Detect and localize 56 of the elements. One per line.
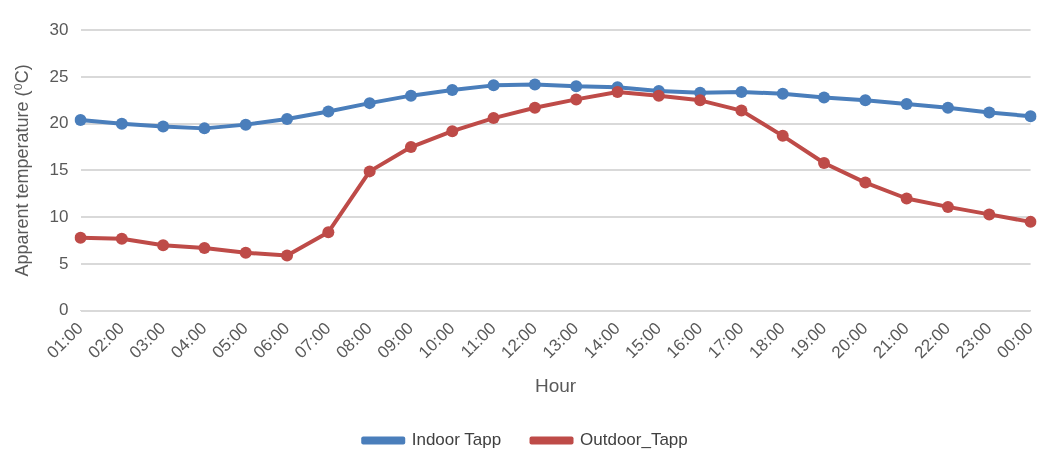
- point: [404, 141, 417, 154]
- point: [74, 113, 87, 126]
- point: [776, 87, 789, 100]
- point: [818, 156, 831, 169]
- point: [487, 112, 500, 125]
- point: [941, 200, 954, 213]
- point: [983, 208, 996, 221]
- point: [1024, 215, 1037, 228]
- point: [115, 117, 128, 130]
- point: [735, 85, 748, 98]
- y-tick-label: 0: [59, 300, 69, 320]
- point: [735, 104, 748, 117]
- point: [157, 120, 170, 133]
- point: [859, 94, 872, 107]
- point: [363, 165, 376, 178]
- y-tick-label: 20: [49, 113, 69, 133]
- point: [570, 93, 583, 106]
- point: [74, 231, 87, 244]
- legend-label: Outdoor_Tapp: [580, 430, 688, 450]
- x-axis-title: Hour: [534, 374, 577, 396]
- y-axis-title: Apparent temperature (⁰C): [11, 64, 32, 277]
- point: [900, 192, 913, 205]
- point: [983, 106, 996, 119]
- point: [198, 122, 211, 135]
- y-tick-label: 5: [59, 253, 69, 273]
- point: [528, 101, 541, 114]
- point: [281, 249, 294, 262]
- point: [611, 85, 624, 98]
- y-tick-label: 10: [49, 206, 69, 226]
- point: [528, 78, 541, 91]
- point: [859, 176, 872, 189]
- point: [322, 226, 335, 239]
- point: [446, 125, 459, 138]
- point: [363, 97, 376, 110]
- point: [281, 113, 294, 126]
- point: [570, 80, 583, 93]
- point: [941, 101, 954, 114]
- point: [487, 79, 500, 92]
- point: [239, 118, 252, 131]
- point: [115, 232, 128, 245]
- point: [446, 84, 459, 97]
- point: [239, 246, 252, 259]
- point: [157, 239, 170, 252]
- y-tick-label: 30: [49, 19, 69, 39]
- y-tick-label: 15: [49, 160, 69, 180]
- point: [900, 98, 913, 111]
- point: [776, 129, 789, 142]
- y-tick-label: 25: [49, 66, 69, 86]
- point: [818, 91, 831, 104]
- point: [1024, 110, 1037, 123]
- point: [198, 242, 211, 255]
- point: [652, 89, 665, 102]
- point: [322, 105, 335, 118]
- point: [694, 94, 707, 107]
- legend-label: Indoor Tapp: [411, 430, 502, 450]
- point: [404, 89, 417, 102]
